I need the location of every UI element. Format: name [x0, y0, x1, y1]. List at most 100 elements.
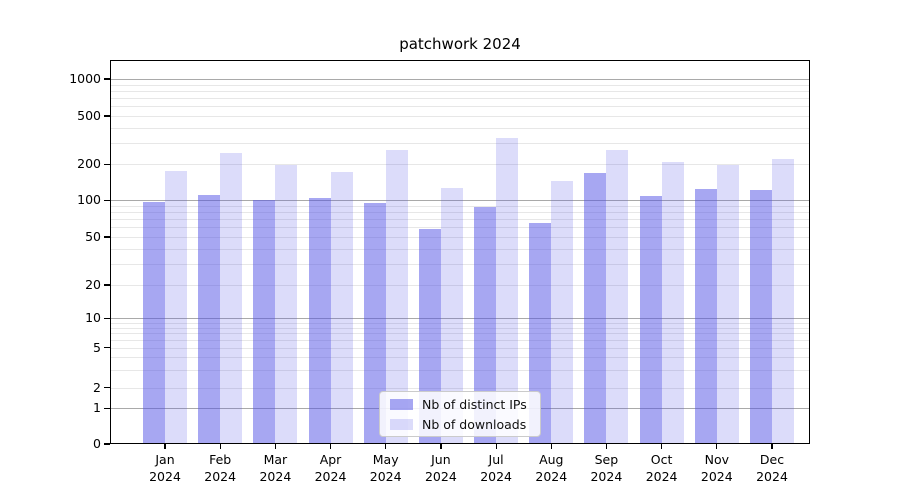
bar-downloads-aug — [551, 181, 574, 444]
gridline-y-40 — [110, 248, 810, 250]
x-tick-label-nov: Nov 2024 — [687, 452, 747, 485]
x-tick-label-sep: Sep 2024 — [576, 452, 636, 485]
bar-downloads-sep — [606, 150, 629, 444]
gridline-y-5 — [110, 347, 810, 349]
x-tick-label-year: 2024 — [700, 468, 733, 484]
x-tick-label-dec: Dec 2024 — [742, 452, 802, 485]
x-tick-label-month: Sep — [594, 452, 619, 467]
y-tick-mark-20 — [104, 284, 110, 286]
y-tick-mark-2 — [104, 387, 110, 389]
gridline-y-100 — [110, 200, 810, 202]
x-tick-mark-jun — [440, 444, 442, 449]
gridline-y-20 — [110, 285, 810, 286]
x-tick-label-month: Jul — [488, 452, 504, 467]
gridline-y-8 — [110, 327, 810, 329]
gridline-y-500 — [110, 116, 810, 117]
gridline-y-800 — [110, 90, 810, 92]
x-tick-label-year: 2024 — [756, 468, 788, 484]
x-tick-label-year: 2024 — [590, 468, 623, 484]
bar-distinct-ips-feb — [198, 195, 221, 444]
gridline-y-4 — [110, 357, 810, 359]
x-tick-mark-nov — [716, 444, 718, 449]
x-tick-label-month: Jan — [155, 452, 175, 467]
x-tick-label-month: May — [372, 452, 399, 467]
bar-downloads-feb — [220, 153, 243, 444]
x-tick-label-year: 2024 — [314, 468, 347, 484]
bar-distinct-ips-jul — [474, 207, 497, 444]
x-tick-label-jun: Jun 2024 — [411, 452, 471, 485]
y-tick-label-20: 20 — [85, 277, 101, 292]
gridline-y-80 — [110, 212, 810, 214]
gridline-y-900 — [110, 84, 810, 86]
x-tick-label-year: 2024 — [535, 468, 568, 484]
x-tick-label-year: 2024 — [424, 468, 457, 484]
bar-downloads-jun — [440, 187, 463, 444]
x-tick-label-month: Nov — [704, 452, 729, 467]
y-tick-label-200: 200 — [77, 156, 101, 172]
y-tick-label-50: 50 — [85, 229, 101, 244]
x-tick-mark-mar — [274, 444, 277, 449]
plot-area — [110, 60, 810, 444]
x-tick-label-year: 2024 — [149, 468, 181, 484]
y-tick-mark-0 — [104, 443, 110, 445]
y-tick-label-100: 100 — [77, 192, 101, 208]
y-tick-label-500: 500 — [77, 108, 101, 123]
x-tick-mark-sep — [605, 444, 608, 449]
x-tick-label-year: 2024 — [259, 468, 292, 484]
bar-distinct-ips-oct — [639, 196, 662, 444]
y-tick-label-10: 10 — [85, 310, 101, 326]
x-tick-mark-may — [385, 444, 387, 449]
bar-downloads-dec — [772, 159, 794, 444]
gridline-y-200 — [110, 164, 810, 166]
x-tick-mark-aug — [550, 444, 552, 449]
x-tick-label-aug: Aug 2024 — [521, 452, 581, 485]
gridline-y-600 — [110, 106, 810, 108]
legend-entry-distinct-ips: Nb of distinct IPs — [380, 397, 540, 412]
bar-downloads-jul — [496, 137, 519, 444]
y-tick-mark-10 — [104, 317, 110, 319]
x-tick-mark-jul — [495, 444, 497, 449]
x-tick-mark-oct — [661, 444, 663, 449]
x-tick-label-month: Mar — [263, 452, 288, 467]
x-tick-mark-apr — [329, 444, 332, 449]
bar-distinct-ips-may — [363, 202, 386, 444]
gridline-y-90 — [110, 205, 810, 207]
gridline-y-3 — [110, 370, 810, 371]
x-tick-label-month: Oct — [650, 452, 673, 467]
y-tick-label-5: 5 — [93, 339, 101, 355]
x-tick-label-mar: Mar 2024 — [245, 452, 305, 485]
gridline-y-30 — [110, 263, 810, 265]
gridline-y-9 — [110, 322, 810, 324]
bar-distinct-ips-aug — [529, 223, 552, 444]
bar-distinct-ips-mar — [253, 200, 276, 444]
x-tick-label-year: 2024 — [480, 468, 512, 484]
x-tick-label-may: May 2024 — [356, 452, 416, 485]
x-tick-label-oct: Oct 2024 — [632, 452, 692, 485]
x-tick-label-month: Apr — [319, 452, 342, 467]
x-tick-label-year: 2024 — [369, 468, 402, 484]
x-tick-label-month: Aug — [539, 452, 564, 467]
x-tick-mark-dec — [771, 444, 773, 449]
x-tick-mark-jan — [164, 444, 166, 449]
y-tick-mark-200 — [104, 163, 110, 165]
x-tick-label-year: 2024 — [645, 468, 678, 484]
x-tick-label-year: 2024 — [204, 468, 237, 484]
gridline-y-7 — [110, 333, 810, 335]
y-tick-label-1000: 1000 — [69, 71, 101, 86]
y-tick-mark-5 — [104, 347, 110, 349]
legend-label-distinct-ips: Nb of distinct IPs — [422, 396, 527, 412]
y-tick-mark-100 — [104, 199, 110, 201]
y-tick-mark-1000 — [104, 78, 110, 80]
gridline-y-60 — [110, 227, 810, 229]
x-tick-label-jan: Jan 2024 — [135, 452, 195, 485]
bar-downloads-may — [385, 150, 408, 444]
gridline-y-70 — [110, 219, 810, 221]
bar-downloads-oct — [661, 162, 684, 444]
x-tick-label-month: Dec — [759, 452, 785, 467]
bar-downloads-jan — [165, 171, 187, 444]
gridline-y-700 — [110, 98, 810, 99]
bar-distinct-ips-apr — [308, 198, 331, 444]
x-tick-mark-feb — [219, 444, 221, 449]
y-tick-label-1: 1 — [93, 400, 101, 416]
